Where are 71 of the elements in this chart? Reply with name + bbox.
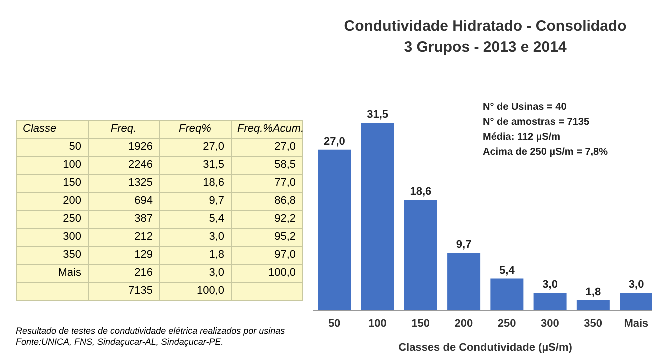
- x-tick-label: Mais: [624, 318, 649, 330]
- data-label: 31,5: [367, 109, 389, 122]
- y-tick-label: 200: [16, 192, 88, 210]
- x-tick-label: Freq%: [160, 120, 231, 138]
- data-label: 7135: [88, 282, 160, 300]
- text: N° de Usinas = 40: [483, 101, 568, 115]
- x-tick-label: 150: [412, 318, 430, 330]
- y-tick-label: 150: [16, 174, 88, 192]
- bar: [404, 200, 438, 311]
- data-label: 2246: [88, 156, 160, 174]
- data-label: 129: [88, 246, 160, 264]
- x-tick-label: 350: [584, 318, 602, 330]
- x-tick-label: 300: [541, 318, 560, 330]
- y-tick-label: 250: [16, 210, 88, 228]
- data-label: 5,4: [500, 264, 516, 277]
- data-label: 1,8: [586, 286, 602, 298]
- data-label: 86,8: [231, 192, 302, 210]
- bar: [318, 150, 352, 311]
- data-label: 77,0: [231, 174, 302, 192]
- chart-title: Condutividade Hidratado - Consolidado: [343, 18, 628, 35]
- data-label: 216: [88, 264, 160, 282]
- data-label: 31,5: [160, 156, 231, 174]
- chart-subtitle: 3 Grupos - 2013 e 2014: [403, 39, 568, 56]
- data-label: 27,0: [160, 138, 231, 156]
- data-label: 3,0: [160, 228, 231, 246]
- annotation: N° de amostras = 7135: [483, 116, 591, 130]
- data-label: 95,2: [231, 228, 302, 246]
- data-label: 9,7: [456, 239, 472, 252]
- x-tick-label: Freq.%Acum.: [231, 120, 304, 138]
- data-label: 92,2: [231, 210, 302, 228]
- text: Resultado de testes de condutividade elétrica realizados por usinas: [16, 326, 286, 337]
- data-label: 1926: [88, 138, 160, 156]
- y-tick-label: 300: [16, 228, 88, 246]
- data-label: 5,4: [160, 210, 231, 228]
- x-tick-label: 100: [368, 318, 387, 330]
- x-axis-title: Classes de Condutividade (µS/m): [398, 342, 573, 354]
- y-tick-label: 350: [16, 246, 88, 264]
- data-label: 3,0: [628, 279, 644, 292]
- x-tick-label: 50: [328, 318, 341, 330]
- data-label: 212: [88, 228, 160, 246]
- y-tick-label: Mais: [16, 264, 88, 282]
- bar: [576, 300, 610, 311]
- x-tick-label: Freq.: [88, 120, 160, 138]
- x-tick-label: 200: [454, 318, 474, 330]
- annotation: Acima de 250 µS/m = 7,8%: [483, 146, 608, 160]
- data-label: 58,5: [231, 156, 302, 174]
- data-label: 18,6: [160, 174, 231, 192]
- data-label: 18,6: [410, 186, 432, 198]
- data-label: 9,7: [160, 192, 231, 210]
- data-label: 27,0: [324, 136, 346, 148]
- y-axis-title: Classe: [16, 120, 88, 138]
- data-label: 97,0: [231, 246, 302, 264]
- data-label: 3,0: [160, 264, 231, 282]
- y-tick-label: 100: [16, 156, 88, 174]
- data-label: 27,0: [231, 138, 302, 156]
- data-label: 1325: [88, 174, 160, 192]
- data-label: 100,0: [160, 282, 231, 300]
- bar: [361, 123, 394, 311]
- data-label: 3,0: [542, 279, 558, 292]
- data-label: 694: [88, 192, 160, 210]
- data-label: 1,8: [160, 246, 231, 264]
- bar: [490, 278, 524, 311]
- bar: [620, 293, 652, 311]
- data-label: 100,0: [231, 264, 302, 282]
- bar: [534, 293, 567, 311]
- annotation: Média: 112 µS/m: [483, 131, 562, 145]
- x-tick-label: 250: [498, 318, 516, 330]
- y-tick-label: 50: [16, 138, 88, 156]
- source-note: Fonte:UNICA, FNS, Sindaçucar-AL, Sindaçucar-PE.: [16, 337, 225, 348]
- data-label: 387: [88, 210, 160, 228]
- bar: [448, 253, 481, 311]
